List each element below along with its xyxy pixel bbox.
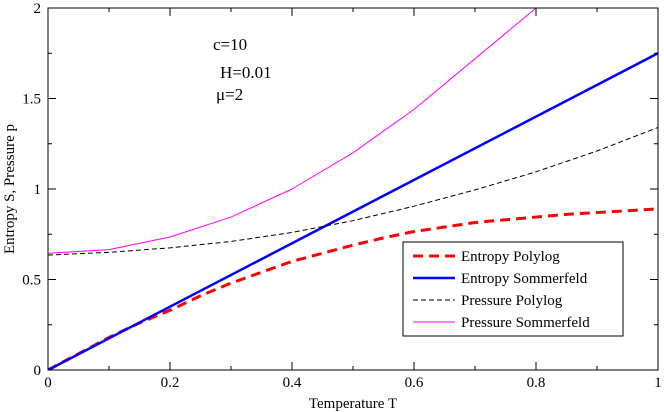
x-axis-label: Temperature T — [309, 396, 397, 412]
y-tick-label: 0.5 — [22, 273, 41, 289]
x-tick-label: 0.8 — [527, 375, 546, 391]
legend-label: Pressure Polylog — [461, 293, 563, 309]
x-tick-label: 0.2 — [161, 375, 180, 391]
x-tick-label: 0.6 — [405, 375, 424, 391]
series-layer — [48, 8, 658, 370]
x-tick-label: 0.4 — [283, 375, 302, 391]
series-line-entropy-polylog — [48, 207, 658, 370]
y-tick-label: 2 — [34, 1, 42, 17]
series-line-pressure-sommerfeld — [48, 8, 537, 254]
legend-entries: Entropy Polylog Entropy Sommerfeld Pressur… — [413, 249, 590, 331]
legend-box — [402, 241, 624, 337]
x-tick-label: 1 — [654, 375, 662, 391]
series-line-pressure-polylog — [48, 126, 658, 256]
legend-label: Entropy Sommerfeld — [461, 271, 588, 287]
series-line-entropy-sommerfeld — [48, 52, 658, 370]
annotation-c: c=10 — [213, 35, 247, 54]
legend-label: Entropy Polylog — [461, 249, 560, 265]
annotation-mu: μ=2 — [216, 85, 243, 104]
x-tick-label: 0 — [44, 375, 52, 391]
annotation-h: H=0.01 — [220, 63, 272, 82]
legend: Entropy Polylog Entropy Sommerfeld Pressur… — [402, 241, 624, 337]
y-tick-label: 1 — [34, 182, 42, 198]
y-tick-label: 1.5 — [22, 92, 41, 108]
y-tick-label: 0 — [34, 363, 42, 379]
tick-layer: 0 0.2 0.4 0.6 0.8 1 0 0.5 1 1.5 2 — [22, 1, 662, 391]
legend-label: Pressure Sommerfeld — [461, 315, 590, 331]
y-axis-label: Entropy S, Pressure p — [2, 124, 18, 254]
